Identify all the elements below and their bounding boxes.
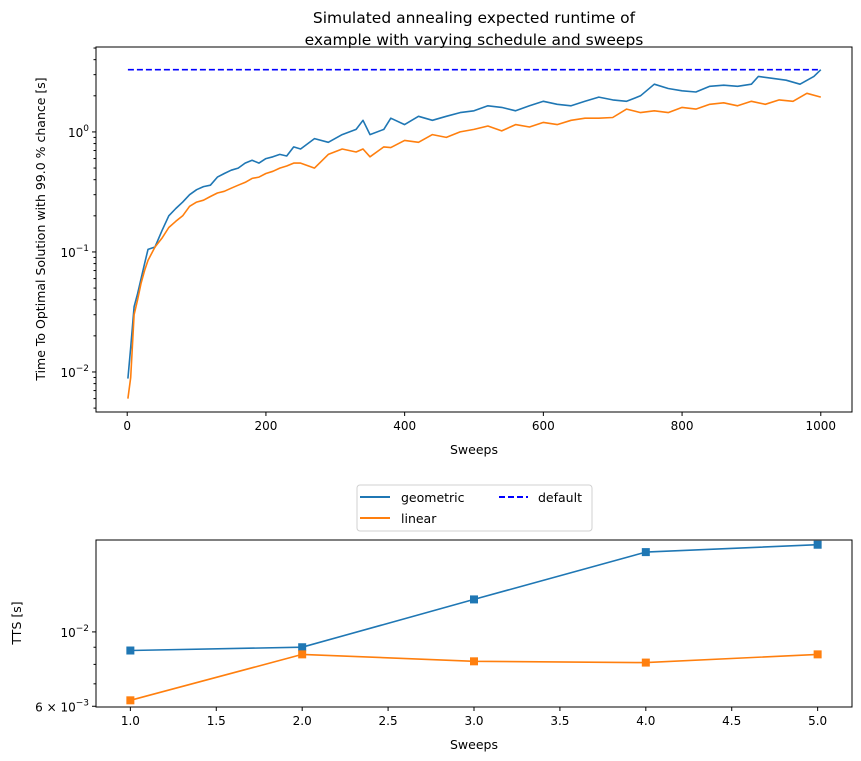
x-tick-label: 5.0 [808, 714, 827, 728]
data-point-marker [470, 657, 478, 666]
y-tick-label: 6 × 10−3 [35, 698, 89, 714]
data-point-marker [641, 658, 650, 667]
y-tick-label: 10−2 [60, 624, 89, 640]
plot-frame [95, 46, 853, 413]
top-chart: Simulated annealing expected runtime of … [33, 9, 853, 457]
legend-label-linear: linear [401, 511, 437, 526]
x-tick-label: 4.5 [722, 714, 741, 728]
y-tick-label: 10−1 [60, 244, 89, 260]
x-tick-label: 600 [532, 419, 555, 433]
data-point-marker [298, 643, 307, 652]
top-x-axis-label: Sweeps [450, 442, 498, 457]
data-point-marker [813, 650, 822, 659]
legend-label-geometric: geometric [401, 490, 465, 505]
series-line-geometric [127, 69, 822, 379]
chart-title-line-1: Simulated annealing expected runtime of [313, 9, 636, 27]
y-tick-label: 100 [68, 124, 89, 140]
data-point-marker [813, 540, 822, 549]
x-tick-label: 1000 [806, 419, 837, 433]
x-tick-label: 0 [123, 419, 131, 433]
data-point-marker [298, 650, 307, 659]
bottom-y-axis-label: TTS [s] [9, 601, 24, 645]
data-point-marker [470, 595, 478, 604]
bottom-x-axis-label: Sweeps [450, 737, 498, 752]
x-tick-label: 1.5 [207, 714, 226, 728]
plot-lines [130, 543, 818, 702]
legend-label-default: default [538, 490, 582, 505]
plot-lines [127, 68, 822, 399]
chart-title-line-2: example with varying schedule and sweeps [305, 31, 644, 49]
x-tick-label: 4.0 [636, 714, 655, 728]
y-tick-label: 10−2 [60, 364, 89, 380]
x-tick-label: 2.0 [293, 714, 312, 728]
x-tick-label: 400 [393, 419, 416, 433]
data-point-marker [641, 548, 650, 557]
legend: geometric linear default [356, 484, 593, 532]
legend-box [356, 484, 593, 532]
data-point-marker [126, 646, 135, 655]
top-y-axis-label: Time To Optimal Solution with 99.0 % cha… [33, 77, 48, 381]
series-line-linear [127, 92, 822, 399]
x-tick-label: 3.0 [464, 714, 483, 728]
x-tick-label: 2.5 [379, 714, 398, 728]
data-point-marker [126, 696, 135, 705]
plot-frame [95, 539, 853, 708]
x-tick-label: 200 [254, 419, 277, 433]
x-tick-label: 1.0 [121, 714, 140, 728]
bottom-chart: Sweeps TTS [s] 1.0 1.5 2.0 2.5 3.0 3.5 4.0 4.5 5… [9, 539, 853, 752]
x-tick-label: 800 [671, 419, 694, 433]
x-tick-label: 3.5 [550, 714, 569, 728]
